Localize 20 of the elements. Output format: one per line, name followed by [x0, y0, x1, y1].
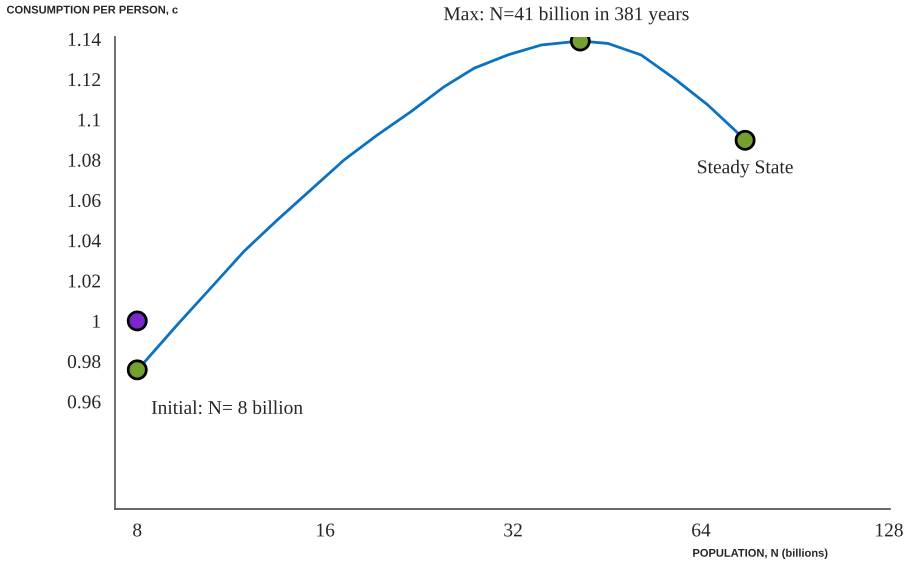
- y-tick-label: 1.1: [78, 113, 100, 127]
- y-tick-label: 1.06: [68, 194, 101, 208]
- y-tick-label: 0.98: [68, 355, 100, 368]
- y-axis-title: CONSUMPTION PER PERSON, c: [6, 6, 178, 16]
- x-tick-label: 64: [692, 524, 710, 537]
- annotation: Steady State: [698, 160, 793, 178]
- x-tick-label: 8: [133, 523, 142, 537]
- y-tick-label: 1.08: [68, 154, 100, 167]
- y-tick-label: 0.96: [68, 395, 101, 408]
- y-tick-label: 1.04: [68, 234, 101, 248]
- x-tick-label: 32: [504, 524, 522, 537]
- y-tick-label: 1.14: [68, 32, 101, 46]
- y-tick-label: 1.02: [68, 274, 100, 288]
- x-tick-label: 128: [876, 523, 903, 537]
- annotation: Max: N=41 billion in 381 years: [444, 6, 689, 24]
- annotation: Initial: N= 8 billion: [152, 400, 303, 414]
- x-axis-title: POPULATION, N (billions): [693, 548, 828, 559]
- y-tick-label: 1: [93, 314, 100, 328]
- x-tick-label: 16: [317, 524, 334, 537]
- y-tick-label: 1.12: [68, 73, 100, 86]
